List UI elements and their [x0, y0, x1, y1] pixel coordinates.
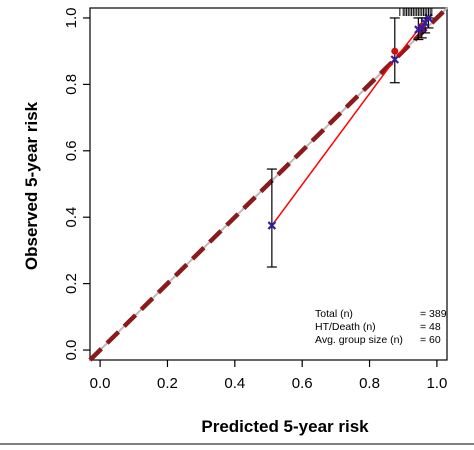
plot-content: [88, 6, 449, 362]
stats-label: HT/Death (n): [315, 321, 376, 333]
plot-frame: [89, 7, 448, 361]
stats-box: Total (n) = 389 HT/Death (n) = 48 Avg. group…: [315, 308, 447, 346]
stats-value: = 48: [420, 321, 441, 333]
y-tick-label: 0.8: [63, 74, 80, 95]
data-point-x-marker: [417, 23, 427, 33]
y-axis: 0.0 0.2 0.4 0.6 0.8 1.0: [63, 8, 90, 361]
data-point-x-marker: [390, 55, 400, 64]
marker-stroke: [420, 18, 430, 28]
x-tick-label: 0.2: [157, 375, 178, 392]
data-point-x-marker: [424, 13, 433, 23]
x-tick-label: 0.6: [292, 375, 313, 392]
stats-label: Total (n): [315, 308, 353, 320]
data-point-x-marker: [420, 18, 430, 28]
data-point-x-marker: [267, 221, 277, 230]
marker-stroke: [417, 23, 427, 33]
marker-stroke: [424, 13, 433, 23]
y-axis-title: Observed 5-year risk: [22, 101, 41, 270]
y-tick-label: 0.6: [63, 140, 80, 161]
stats-value: = 389: [420, 308, 447, 320]
ideal-calibration-line: [88, 6, 449, 362]
data-point-dot: [391, 47, 399, 55]
stats-value: = 60: [420, 334, 441, 346]
x-axis-title: Predicted 5-year risk: [201, 417, 369, 436]
y-tick-label: 0.4: [63, 207, 80, 228]
x-tick-label: 0.4: [224, 375, 245, 392]
x-axis: 0.0 0.2 0.4 0.6 0.8 1.0: [90, 360, 447, 392]
x-tick-label: 0.0: [90, 375, 111, 392]
marker-stroke: [390, 55, 400, 64]
marker-stroke: [267, 221, 277, 230]
y-tick-label: 0.0: [63, 340, 80, 361]
x-tick-label: 0.8: [359, 375, 380, 392]
y-tick-label: 0.2: [63, 273, 80, 294]
y-tick-label: 1.0: [63, 8, 80, 29]
stats-label: Avg. group size (n): [315, 334, 403, 346]
x-tick-label: 1.0: [426, 375, 447, 392]
